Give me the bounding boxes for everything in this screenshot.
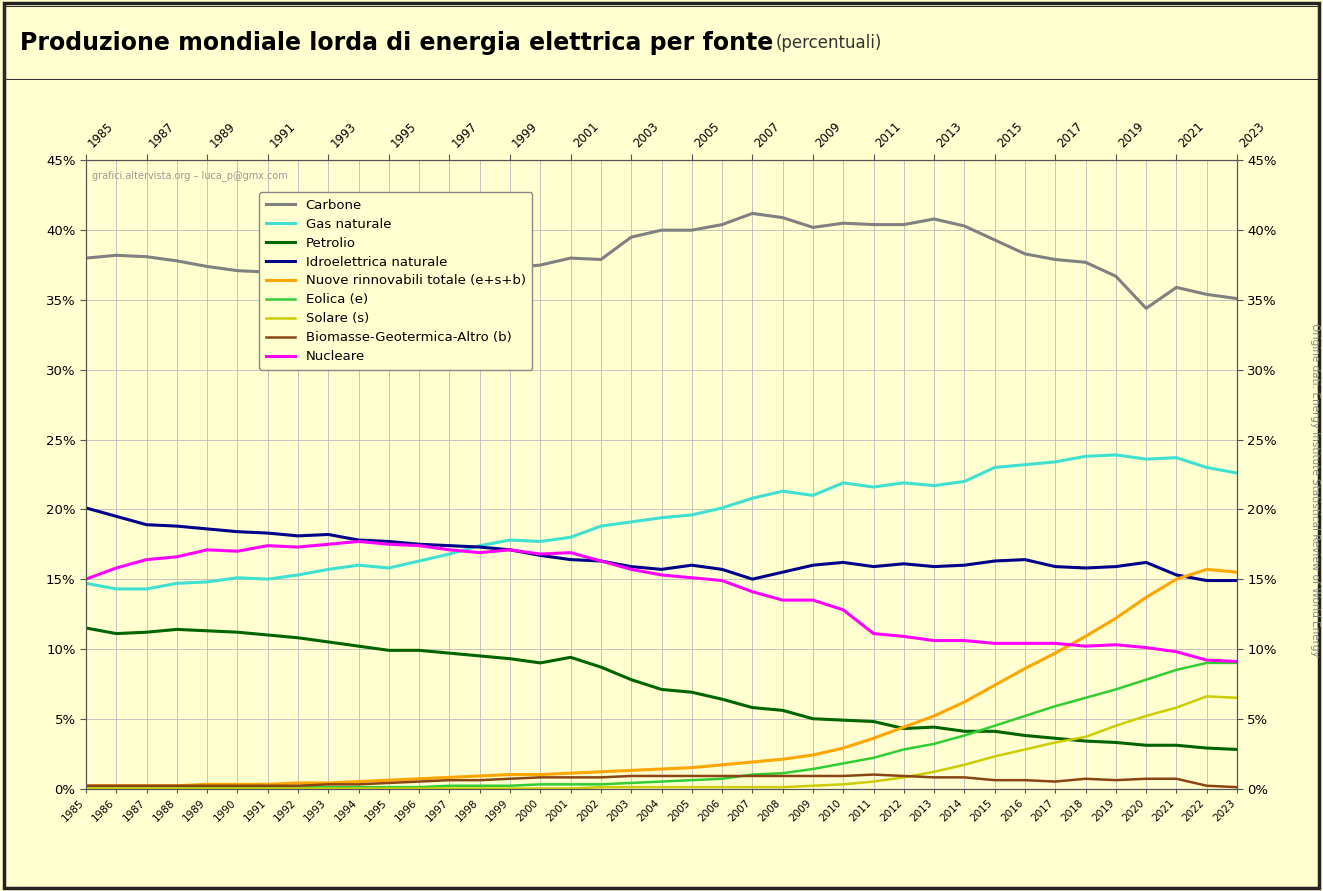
Text: Produzione mondiale lorda di energia elettrica per fonte: Produzione mondiale lorda di energia ele… bbox=[20, 31, 773, 55]
Text: Origine dati: Energy Institute Statistical Review of World Energy: Origine dati: Energy Institute Statistic… bbox=[1310, 323, 1320, 657]
Text: (percentuali): (percentuali) bbox=[775, 34, 882, 53]
Legend: Carbone, Gas naturale, Petrolio, Idroelettrica naturale, Nuove rinnovabili total: Carbone, Gas naturale, Petrolio, Idroele… bbox=[259, 192, 532, 370]
Text: grafici.altervista.org – luca_p@gmx.com: grafici.altervista.org – luca_p@gmx.com bbox=[91, 170, 287, 181]
